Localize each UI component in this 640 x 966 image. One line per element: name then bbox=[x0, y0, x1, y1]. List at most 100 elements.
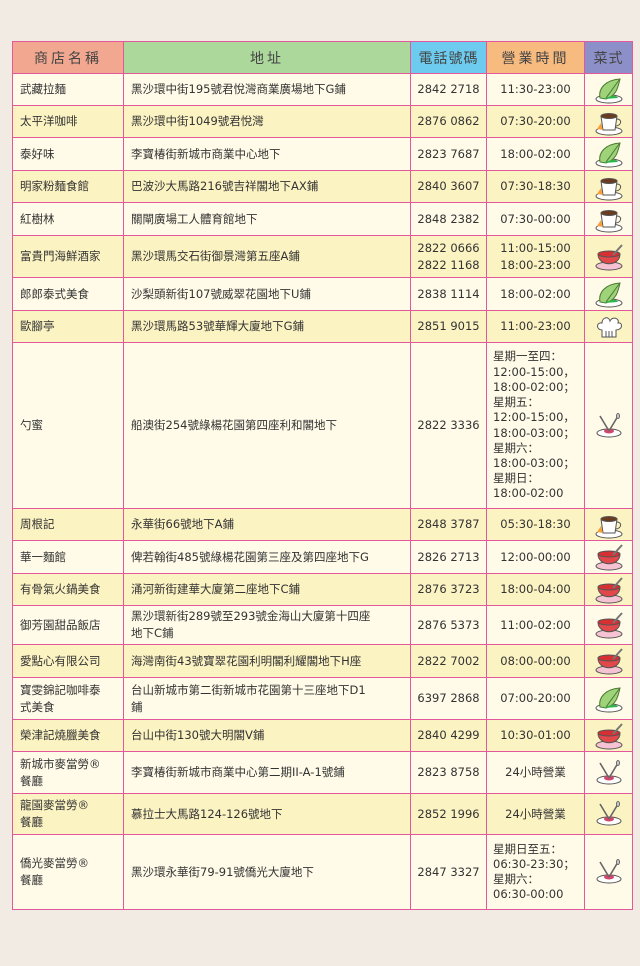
store-hours-line: 12:00-00:00 bbox=[500, 549, 571, 564]
store-phone-line: 2876 0862 bbox=[417, 114, 480, 128]
store-address-line: 黑沙環新街289號至293號金海山大廈第十四座 bbox=[131, 609, 371, 623]
table-row: 龍園麥當勞® 餐廳 慕拉士大馬路124-126號地下 2852 1996 24小時營業 bbox=[12, 793, 633, 835]
store-address: 黑沙環中街1049號君悅灣 bbox=[123, 105, 411, 138]
store-name: 紅樹林 bbox=[12, 202, 124, 236]
table-row: 有骨氣火鍋美食 涌河新街建華大廈第二座地下C鋪 2876 3723 18:00-04:… bbox=[12, 573, 633, 606]
leaf-icon bbox=[592, 686, 626, 712]
store-address-line: 海灣南街43號寶翠花園利明閣利耀閣地下H座 bbox=[131, 653, 362, 668]
store-phone-line: 2840 4299 bbox=[417, 728, 480, 742]
store-address: 關閘廣場工人體育館地下 bbox=[123, 202, 411, 236]
store-name: 御芳園甜品飯店 bbox=[12, 605, 124, 645]
header-cuisine: 菜式 bbox=[584, 41, 633, 74]
table-row: 泰好味 李寶椿街新城市商業中心地下 2823 7687 18:00-02:00 bbox=[12, 137, 633, 171]
cutlery-icon bbox=[592, 859, 626, 884]
store-hours-line: 08:00-00:00 bbox=[500, 653, 571, 668]
store-address: 海灣南街43號寶翠花園利明閣利耀閣地下H座 bbox=[123, 644, 411, 678]
store-name-line: 有骨氣火鍋美食 bbox=[20, 582, 101, 596]
store-address: 船澳街254號綠楊花園第四座利和閣地下 bbox=[123, 342, 411, 509]
store-hours: 07:30-20:00 bbox=[486, 105, 585, 138]
store-address-line: 地下C鋪 bbox=[131, 626, 174, 640]
store-phone: 2852 1996 bbox=[410, 793, 487, 835]
store-hours-line: 24小時營業 bbox=[505, 806, 566, 821]
store-name: 富貴門海鮮酒家 bbox=[12, 235, 124, 278]
store-address: 慕拉士大馬路124-126號地下 bbox=[123, 793, 411, 835]
store-address-line: 台山中街130號大明閣V鋪 bbox=[131, 728, 265, 742]
store-phone-line: 2822 1168 bbox=[417, 257, 480, 272]
store-address-line: 涌河新街建華大廈第二座地下C鋪 bbox=[131, 582, 301, 596]
store-hours-line: 05:30-18:30 bbox=[500, 517, 571, 531]
cuisine-cell bbox=[584, 677, 633, 720]
cuisine-cell bbox=[584, 573, 633, 606]
cuisine-cell bbox=[584, 137, 633, 171]
store-name-line: 餐廳 bbox=[20, 773, 43, 788]
store-hours: 12:00-00:00 bbox=[486, 540, 585, 574]
store-phone-line: 2847 3327 bbox=[417, 864, 480, 879]
store-address: 台山新城市第二街新城市花園第十三座地下D1 鋪 bbox=[123, 677, 411, 720]
table-row: 寶雯錦記咖啡泰 式美食 台山新城市第二街新城市花園第十三座地下D1 鋪 6397 286… bbox=[12, 677, 633, 720]
store-hours-line: 12:00-15:00， bbox=[493, 410, 575, 425]
store-phone: 2822 0666 2822 1168 bbox=[410, 235, 487, 278]
store-hours: 24小時營業 bbox=[486, 793, 585, 835]
store-address-line: 黑沙環馬交石街御景灣第五座A鋪 bbox=[131, 249, 300, 263]
store-name-line: 明家粉麵食館 bbox=[20, 179, 89, 193]
store-address: 李寶椿街新城市商業中心地下 bbox=[123, 137, 411, 171]
table-row: 新城市麥當勞® 餐廳 李寶椿街新城市商業中心第二期II-A-1號鋪 2823 8758… bbox=[12, 751, 633, 794]
store-name: 華一麵館 bbox=[12, 540, 124, 574]
cuisine-cell bbox=[584, 834, 633, 910]
store-address-line: 關閘廣場工人體育館地下 bbox=[131, 211, 258, 226]
store-name-line: 榮津記燒臘美食 bbox=[20, 728, 101, 742]
store-hours: 11:30-23:00 bbox=[486, 73, 585, 106]
store-phone: 2876 0862 bbox=[410, 105, 487, 138]
store-hours-line: 星期六： bbox=[493, 872, 539, 886]
table-row: 武藏拉麵 黑沙環中街195號君悅灣商業廣場地下G鋪 2842 2718 11:30-2… bbox=[12, 73, 633, 106]
store-phone-line: 2852 1996 bbox=[417, 806, 480, 821]
coffee-cup-icon bbox=[592, 515, 626, 538]
store-name: 有骨氣火鍋美食 bbox=[12, 573, 124, 606]
store-name-line: 餐廳 bbox=[20, 815, 43, 829]
coffee-cup-icon bbox=[592, 112, 626, 135]
store-name-line: 太平洋咖啡 bbox=[20, 114, 78, 128]
store-phone: 2822 3336 bbox=[410, 342, 487, 509]
store-name: 郎郎泰式美食 bbox=[12, 277, 124, 311]
store-phone: 6397 2868 bbox=[410, 677, 487, 720]
soup-bowl-icon bbox=[592, 648, 626, 675]
store-phone-line: 2848 3787 bbox=[417, 517, 480, 531]
store-hours: 05:30-18:30 bbox=[486, 508, 585, 541]
store-phone-line: 2876 5373 bbox=[417, 617, 480, 632]
header-hours: 營業時間 bbox=[486, 41, 585, 74]
store-hours: 星期一至四： 12:00-15:00， 18:00-02:00； 星期五： 12:00-… bbox=[486, 342, 585, 509]
store-address-line: 沙梨頭新街107號威翠花園地下U鋪 bbox=[131, 286, 311, 301]
store-hours-line: 11:00-02:00 bbox=[500, 617, 571, 632]
store-hours: 18:00-02:00 bbox=[486, 137, 585, 171]
store-address: 黑沙環新街289號至293號金海山大廈第十四座 地下C鋪 bbox=[123, 605, 411, 645]
store-name-line: 愛點心有限公司 bbox=[20, 653, 101, 668]
store-hours: 11:00-15:00 18:00-23:00 bbox=[486, 235, 585, 278]
header-name: 商店名稱 bbox=[12, 41, 124, 74]
table-row: 紅樹林 關閘廣場工人體育館地下 2848 2382 07:30-00:00 bbox=[12, 202, 633, 236]
cutlery-icon bbox=[592, 801, 626, 826]
cuisine-cell bbox=[584, 170, 633, 203]
store-hours: 星期日至五： 06:30-23:30； 星期六： 06:30-00:00 bbox=[486, 834, 585, 910]
table-row: 富貴門海鮮酒家 黑沙環馬交石街御景灣第五座A鋪 2822 0666 2822 1168… bbox=[12, 235, 633, 278]
store-name-line: 寶雯錦記咖啡泰 bbox=[20, 682, 101, 697]
cuisine-cell bbox=[584, 793, 633, 835]
store-name: 愛點心有限公司 bbox=[12, 644, 124, 678]
store-phone: 2822 7002 bbox=[410, 644, 487, 678]
store-address-line: 黑沙環馬路53號華輝大廈地下G鋪 bbox=[131, 319, 305, 333]
store-name: 龍園麥當勞® 餐廳 bbox=[12, 793, 124, 835]
cuisine-cell bbox=[584, 202, 633, 236]
store-address: 黑沙環永華街79-91號僑光大廈地下 bbox=[123, 834, 411, 910]
table-row: 周根記 永華街66號地下A鋪 2848 3787 05:30-18:30 bbox=[12, 508, 633, 541]
cuisine-cell bbox=[584, 719, 633, 752]
table-row: 華一麵館 俾若翰街485號綠楊花園第三座及第四座地下G 2826 2713 12:00… bbox=[12, 540, 633, 574]
store-phone-line: 2822 3336 bbox=[417, 418, 480, 432]
store-hours-line: 06:30-00:00 bbox=[493, 887, 564, 902]
store-phone: 2826 2713 bbox=[410, 540, 487, 574]
soup-bowl-icon bbox=[592, 544, 626, 571]
store-hours-line: 11:30-23:00 bbox=[500, 82, 571, 96]
store-name-line: 餐廳 bbox=[20, 873, 43, 887]
store-name-line: 紅樹林 bbox=[20, 211, 55, 226]
table-row: 郎郎泰式美食 沙梨頭新街107號威翠花園地下U鋪 2838 1114 18:00-02… bbox=[12, 277, 633, 311]
store-hours-line: 18:00-04:00 bbox=[500, 582, 571, 596]
store-address-line: 黑沙環中街1049號君悅灣 bbox=[131, 114, 264, 128]
